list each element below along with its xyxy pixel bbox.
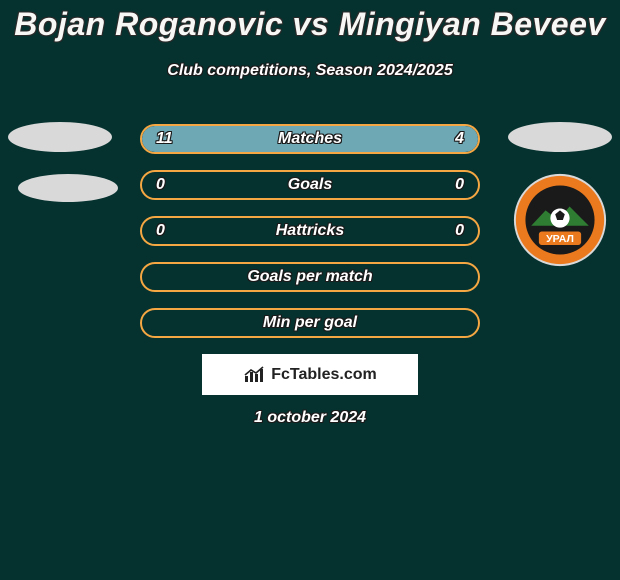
stat-bar-label: Hattricks [142,218,478,244]
stat-bar: Hattricks0 0 [140,216,480,246]
stat-bar-label: Min per goal [142,310,478,336]
stat-bar-left-value: 11 [156,126,173,152]
watermark: FcTables.com [202,354,418,395]
club-badge-icon: УРАЛ [512,172,608,268]
player-left-logo [8,108,112,198]
stat-bar-label: Matches [142,126,478,152]
stat-bar: Goals per match [140,262,480,292]
stat-bar-right-value: 0 [455,172,464,198]
stat-bar: Min per goal [140,308,480,338]
stat-bar-right-value: 4 [455,126,464,152]
page-title: Bojan Roganovic vs Mingiyan Beveev [0,6,620,43]
date-label: 1 october 2024 [0,409,620,427]
stat-bar-left-value: 0 [156,172,165,198]
subtitle: Club competitions, Season 2024/2025 [0,62,620,80]
stat-bar-left-value: 0 [156,218,165,244]
stat-bars: Matches114Goals00Hattricks00Goals per ma… [140,124,480,354]
chart-icon [243,366,265,384]
stat-bar: Goals0 0 [140,170,480,200]
watermark-text: FcTables.com [271,366,377,384]
player-right-logo: УРАЛ [508,108,612,228]
svg-text:УРАЛ: УРАЛ [546,233,574,245]
stat-bar: Matches11 4 [140,124,480,154]
stat-bar-right-value: 0 [455,218,464,244]
stat-bar-label: Goals per match [142,264,478,290]
stat-bar-label: Goals [142,172,478,198]
